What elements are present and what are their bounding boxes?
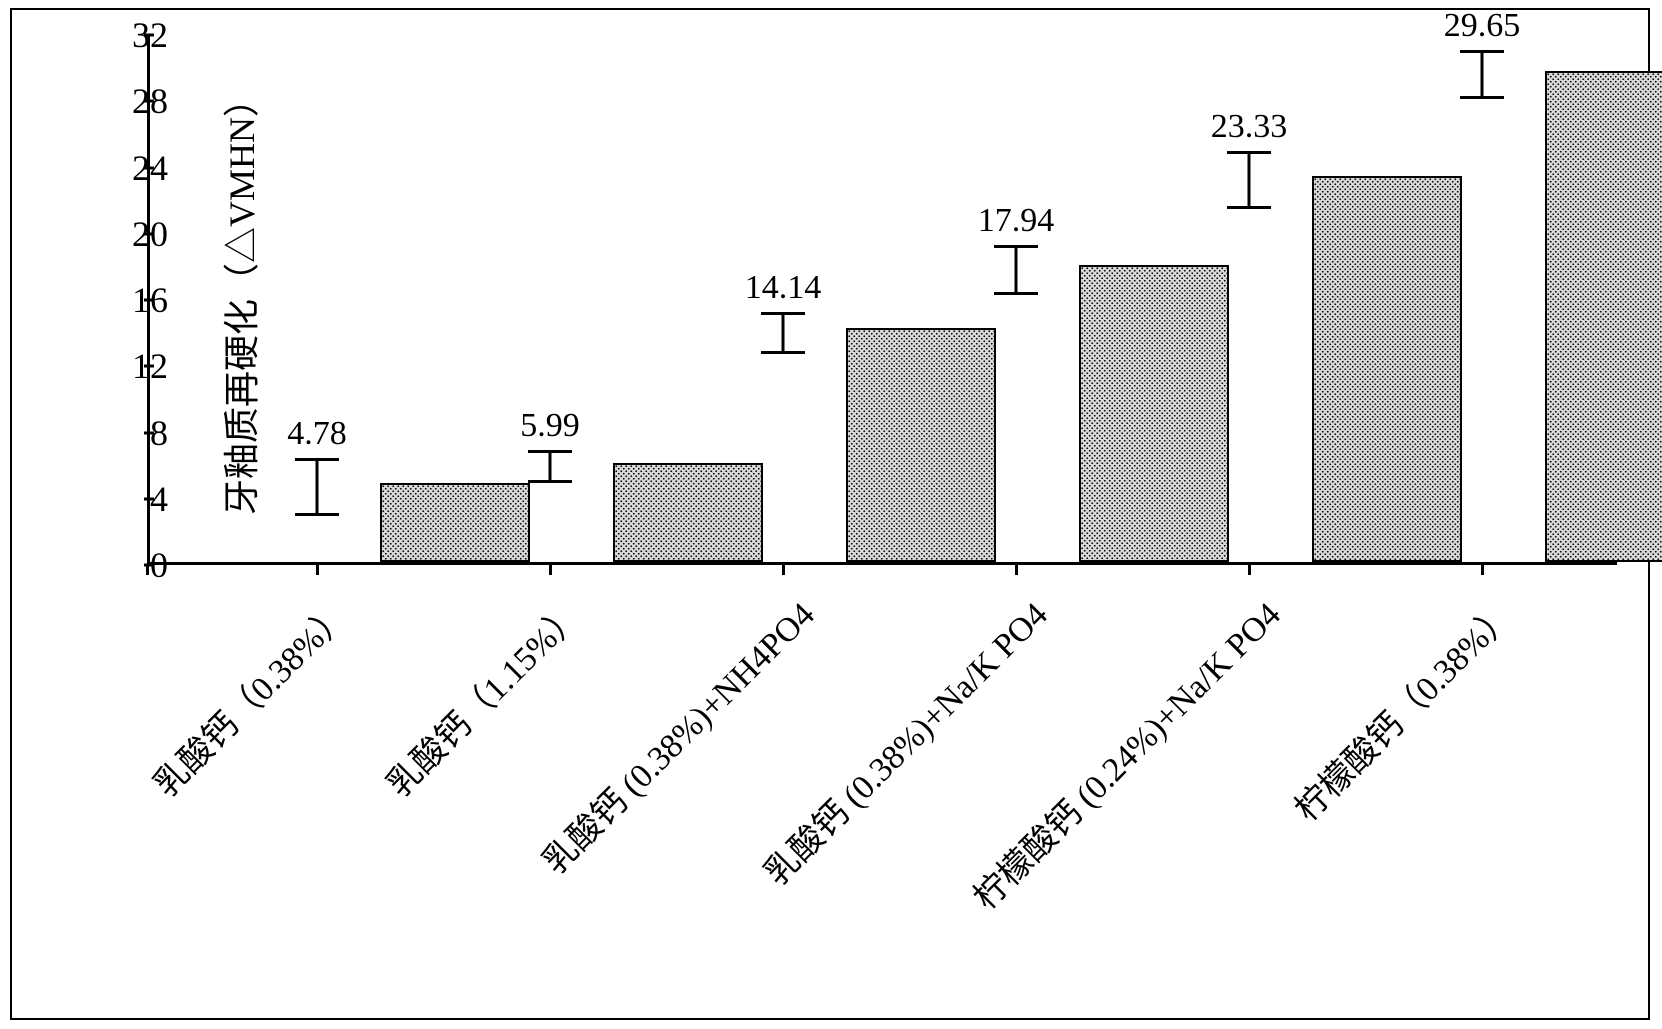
y-tick-mark (144, 100, 154, 103)
bar-value-label: 17.94 (978, 202, 1055, 240)
error-bar-cap (528, 450, 572, 453)
y-tick-mark (144, 232, 154, 235)
error-bar-cap (295, 458, 339, 461)
error-bar-cap (761, 312, 805, 315)
bar (380, 483, 530, 562)
error-bar-cap (994, 245, 1038, 248)
bar-value-label: 29.65 (1444, 7, 1521, 45)
error-bar-stem (1015, 246, 1018, 292)
y-tick-mark (144, 431, 154, 434)
error-bar-cap (1227, 206, 1271, 209)
x-tick-mark (1481, 565, 1484, 575)
x-category-label: 乳酸钙（0.38%） (141, 589, 358, 806)
error-bar-stem (1248, 152, 1251, 207)
error-bar-cap (1460, 50, 1504, 53)
error-bar-cap (761, 351, 805, 354)
x-category-label: 柠檬酸钙（0.38%） (1282, 589, 1523, 830)
x-tick-mark (1015, 565, 1018, 575)
error-bar-cap (994, 292, 1038, 295)
error-bar-stem (316, 459, 319, 514)
x-tick-mark (1248, 565, 1251, 575)
y-tick-mark (144, 497, 154, 500)
bar-value-label: 4.78 (287, 415, 347, 453)
bar-value-label: 5.99 (520, 407, 580, 445)
error-bar-cap (295, 513, 339, 516)
error-bar-stem (782, 313, 785, 353)
error-bar-stem (1481, 51, 1484, 97)
bar-value-label: 23.33 (1211, 108, 1288, 146)
x-tick-mark (549, 565, 552, 575)
error-bar-stem (549, 451, 552, 481)
y-tick-mark (144, 365, 154, 368)
y-tick-mark (144, 166, 154, 169)
x-tick-mark (316, 565, 319, 575)
error-bar-cap (1460, 96, 1504, 99)
y-tick-mark (144, 299, 154, 302)
error-bar-cap (1227, 151, 1271, 154)
bar (1312, 176, 1462, 562)
bar (846, 328, 996, 562)
y-tick-mark (144, 34, 154, 37)
bar-value-label: 14.14 (745, 269, 822, 307)
bar (1079, 265, 1229, 562)
bar (613, 463, 763, 562)
plot-region (147, 35, 1617, 565)
x-tick-mark (782, 565, 785, 575)
x-category-label: 乳酸钙（1.15%） (374, 589, 591, 806)
bar (1545, 71, 1662, 562)
chart-frame: 牙釉质再硬化（△VMHN） 0481216202428324.78乳酸钙（0.3… (10, 8, 1650, 1020)
x-tick-mark (146, 565, 149, 575)
error-bar-cap (528, 480, 572, 483)
